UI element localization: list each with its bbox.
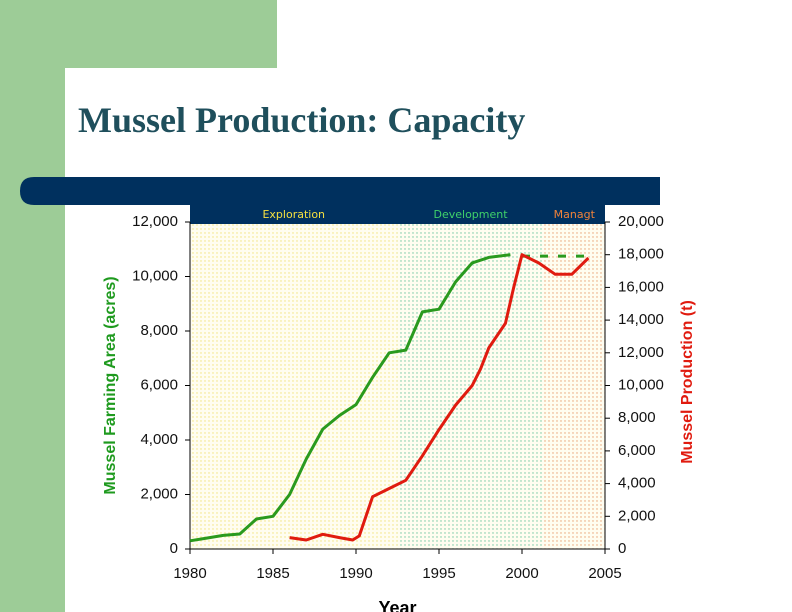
y-tick-label: 10,000 — [132, 267, 178, 284]
series-line — [289, 253, 590, 542]
region-label: Development — [434, 208, 509, 221]
y2-tick-label: 16,000 — [618, 278, 664, 295]
y-tick-label: 8,000 — [140, 322, 178, 339]
region-header — [190, 205, 605, 224]
chart: Exploration Development Managt 0 2,000 4,000 6… — [102, 205, 696, 612]
series-line — [189, 253, 511, 543]
y2-tick-label: 8,000 — [618, 409, 656, 426]
y-axis-label: Mussel Farming Area (acres) — [102, 276, 119, 494]
x-tick-label: 1990 — [339, 565, 372, 582]
region-label: Managt — [554, 208, 596, 221]
accent-left — [0, 0, 65, 612]
x-tick-label: 1980 — [173, 565, 206, 582]
y-tick-label: 2,000 — [140, 485, 178, 502]
region — [190, 224, 398, 549]
y-tick-label: 12,000 — [132, 213, 178, 230]
y2-tick-label: 4,000 — [618, 475, 656, 492]
x-tick-label: 1995 — [422, 565, 455, 582]
y2-tick-label: 12,000 — [618, 344, 664, 361]
title-bar — [20, 177, 660, 205]
x-tick-label: 2000 — [505, 565, 538, 582]
slide-title: Mussel Production: Capacity — [78, 100, 525, 140]
y2-tick-label: 18,000 — [618, 246, 664, 263]
x-axis-label: Year — [378, 598, 416, 612]
region — [543, 224, 605, 549]
y2-axis-label: Mussel Production (t) — [679, 300, 696, 464]
y2-tick-label: 0 — [618, 540, 626, 557]
y-tick-label: 4,000 — [140, 431, 178, 448]
x-tick-label: 1985 — [256, 565, 289, 582]
y2-tick-label: 2,000 — [618, 507, 656, 524]
y2-tick-label: 6,000 — [618, 442, 656, 459]
y2-tick-label: 10,000 — [618, 376, 664, 393]
y-tick-label: 0 — [170, 540, 178, 557]
y2-tick-label: 14,000 — [618, 311, 664, 328]
y2-tick-label: 20,000 — [618, 213, 664, 230]
y-tick-label: 6,000 — [140, 376, 178, 393]
region-label: Exploration — [262, 208, 325, 221]
x-tick-label: 2005 — [588, 565, 621, 582]
